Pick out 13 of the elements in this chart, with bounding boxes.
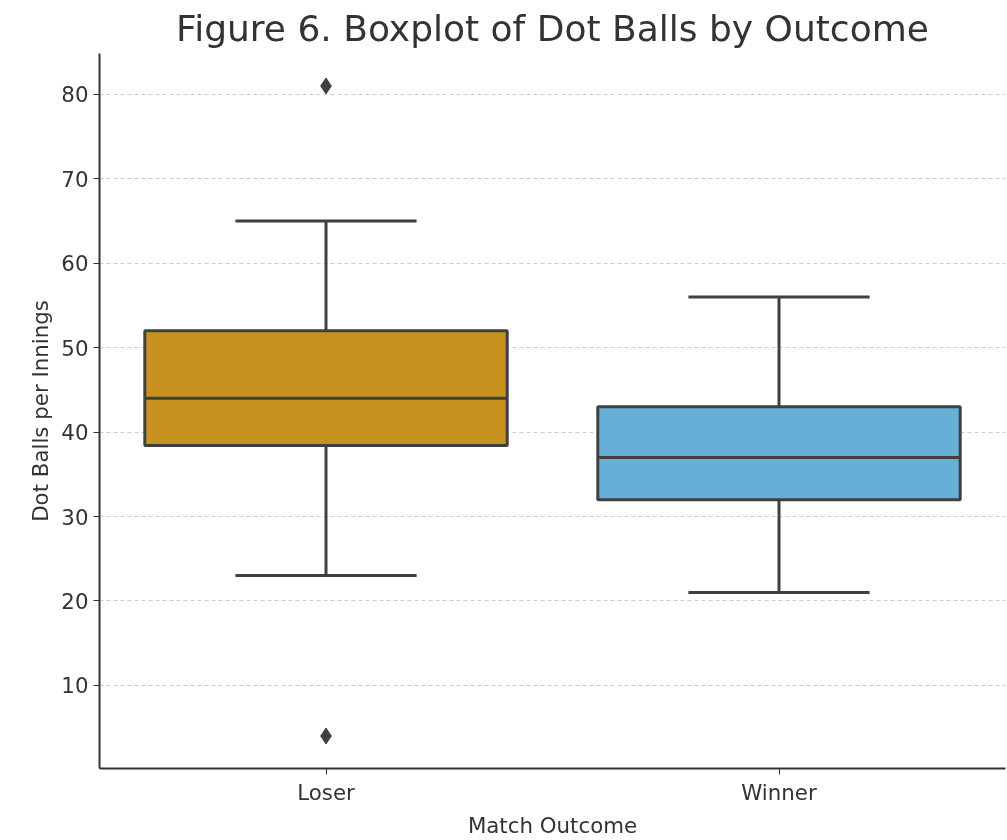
y-tick-label: 40 [61,420,89,446]
y-tick-label: 20 [61,588,89,614]
y-axis-title: Dot Balls per Innings [28,300,54,522]
y-tick-label: 30 [61,504,89,530]
x-axis-title: Match Outcome [467,812,638,838]
y-tick-label: 70 [61,166,89,192]
y-tick-label: 50 [61,335,89,361]
x-tick-label: Winner [741,779,817,805]
chart-title: Figure 6. Boxplot of Dot Balls by Outcome [176,7,929,49]
y-tick-label: 60 [61,251,89,277]
y-tick-label: 80 [61,82,89,108]
y-tick-label: 10 [61,673,89,699]
x-tick-label: Loser [297,779,356,805]
